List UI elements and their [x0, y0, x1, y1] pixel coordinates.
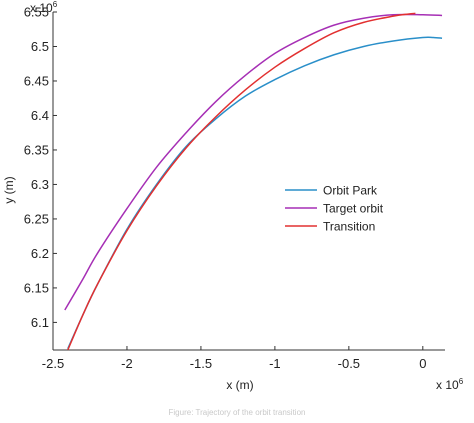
y-exponent-label: x 106: [30, 0, 58, 15]
axes: -2.5 -2 -1.5 -1 -0.5 0 6.1 6.15 6.2 6.25 6.3 6.35 6.…: [24, 5, 445, 371]
legend: Orbit Park Target orbit Transition: [285, 184, 384, 234]
legend-label-target-orbit: Target orbit: [323, 202, 384, 216]
y-tick-label: 6.4: [31, 108, 49, 123]
y-tick-label: 6.25: [24, 211, 49, 226]
x-tick-label: -2: [121, 356, 133, 371]
x-exponent-power: 6: [459, 377, 464, 386]
y-tick-label: 6.35: [24, 142, 49, 157]
x-tick-label: -1.5: [190, 356, 212, 371]
y-tick-label: 6.3: [31, 177, 49, 192]
y-exponent-base: x 10: [30, 1, 53, 15]
y-exponent-power: 6: [53, 0, 58, 9]
x-exponent-label: x 106: [436, 377, 464, 392]
y-tick-label: 6.5: [31, 39, 49, 54]
x-tick-label: -0.5: [338, 356, 360, 371]
x-tick-label: -1: [269, 356, 281, 371]
series-line-target-orbit: [64, 13, 443, 311]
y-tick-label: 6.55: [24, 5, 49, 20]
y-tick-label: 6.1: [31, 315, 49, 330]
x-tick-label: -2.5: [42, 356, 64, 371]
figure-caption: Figure: Trajectory of the orbit transiti…: [168, 408, 306, 417]
x-axis-label: x (m): [226, 378, 253, 392]
x-tick-label: 0: [419, 356, 426, 371]
y-tick-label: 6.45: [24, 73, 49, 88]
y-axis-label: y (m): [2, 176, 16, 203]
x-exponent-base: x 10: [436, 378, 459, 392]
legend-label-orbit-park: Orbit Park: [323, 184, 378, 198]
y-tick-label: 6.2: [31, 246, 49, 261]
y-tick-label: 6.15: [24, 280, 49, 295]
legend-label-transition: Transition: [323, 220, 375, 234]
series-line-transition: [67, 12, 416, 351]
series-layer: [64, 12, 443, 351]
series-line-orbit-park: [67, 36, 443, 349]
